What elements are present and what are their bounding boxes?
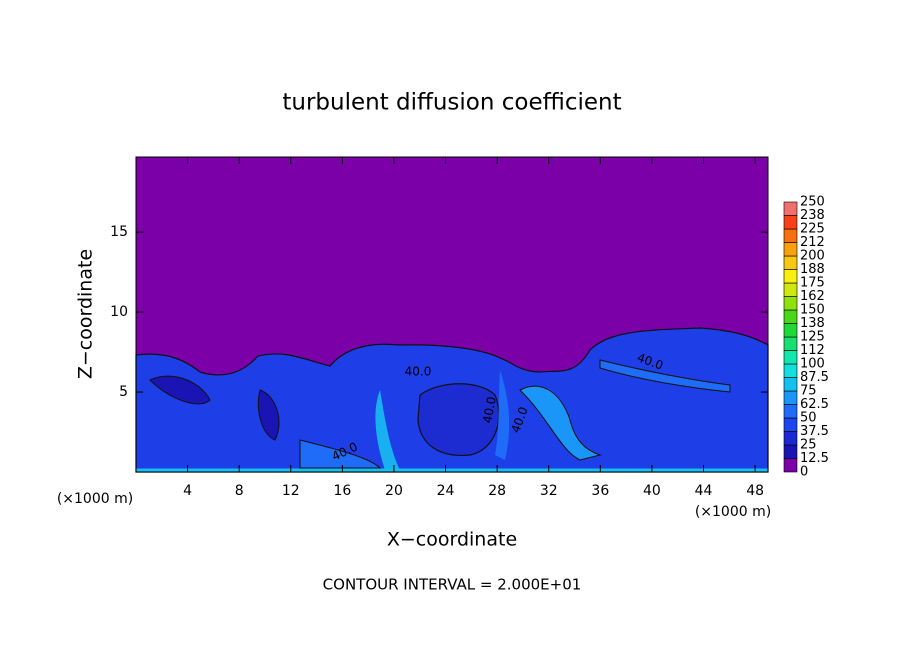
colorbar-swatch <box>783 215 798 230</box>
x-tick-label: 36 <box>591 483 609 499</box>
x-unit-label: (×1000 m) <box>695 504 771 520</box>
colorbar-label: 75 <box>800 384 817 399</box>
colorbar-swatch <box>783 350 798 365</box>
footer-note: CONTOUR INTERVAL = 2.000E+01 <box>323 576 582 594</box>
x-tick-label: 48 <box>746 483 764 499</box>
x-tick-label: 24 <box>437 483 455 499</box>
x-tick-label: 40 <box>643 483 661 499</box>
colorbar-swatch <box>783 390 798 405</box>
x-tick-label: 4 <box>183 483 192 499</box>
y-tick-label: 15 <box>110 224 128 240</box>
field-region <box>495 370 510 460</box>
field-region <box>257 389 280 441</box>
colorbar-label: 200 <box>800 249 825 264</box>
colorbar-label: 162 <box>800 289 825 304</box>
colorbar-label: 138 <box>800 316 825 331</box>
colorbar-swatch <box>783 242 798 257</box>
colorbar-swatch <box>783 282 798 297</box>
colorbar-swatch <box>783 296 798 311</box>
x-tick-label: 16 <box>333 483 351 499</box>
x-axis-label: X−coordinate <box>387 529 517 551</box>
colorbar-label: 37.5 <box>800 424 829 439</box>
plot-frame <box>135 156 769 473</box>
field-region <box>599 359 731 393</box>
field-region <box>299 439 382 469</box>
colorbar-swatch <box>783 363 798 378</box>
x-tick-label: 28 <box>488 483 506 499</box>
y-tick-label: 5 <box>119 384 128 400</box>
colorbar-label: 188 <box>800 262 825 277</box>
colorbar-swatch <box>783 309 798 324</box>
colorbar-swatch <box>783 255 798 270</box>
colorbar-label: 150 <box>800 303 825 318</box>
colorbar-label: 0 <box>800 465 808 480</box>
x-tick-label: 44 <box>695 483 713 499</box>
colorbar-label: 238 <box>800 208 825 223</box>
colorbar-swatch <box>783 201 798 216</box>
y-axis-label: Z−coordinate <box>75 249 97 379</box>
field-region <box>149 375 211 405</box>
colorbar-label: 175 <box>800 276 825 291</box>
colorbar-label: 212 <box>800 235 825 250</box>
x-tick-label: 32 <box>540 483 558 499</box>
colorbar-swatch <box>783 458 798 473</box>
colorbar-swatch <box>783 377 798 392</box>
chart-title: turbulent diffusion coefficient <box>282 90 621 116</box>
colorbar-label: 12.5 <box>800 451 829 466</box>
colorbar-label: 50 <box>800 411 817 426</box>
field-region <box>417 383 500 457</box>
colorbar-swatch <box>783 269 798 284</box>
contour-label: 40.0 <box>480 396 498 425</box>
colorbar-swatch <box>783 444 798 459</box>
x-tick-label: 12 <box>282 483 300 499</box>
colorbar-label: 125 <box>800 330 825 345</box>
field-region <box>375 390 400 470</box>
x-unit-label: (×1000 m) <box>57 491 133 507</box>
contour-label: 40.0 <box>405 365 432 379</box>
colorbar-label: 87.5 <box>800 370 829 385</box>
colorbar-label: 112 <box>800 343 825 358</box>
colorbar-swatch <box>783 404 798 419</box>
colorbar-swatch <box>783 417 798 432</box>
x-tick-label: 20 <box>385 483 403 499</box>
colorbar-label: 100 <box>800 357 825 372</box>
colorbar-swatch <box>783 323 798 338</box>
colorbar-label: 225 <box>800 222 825 237</box>
field-region <box>519 385 602 461</box>
x-tick-label: 8 <box>235 483 244 499</box>
colorbar-swatch <box>783 336 798 351</box>
colorbar-label: 25 <box>800 438 817 453</box>
colorbar-swatch <box>783 431 798 446</box>
colorbar-label: 250 <box>800 195 825 210</box>
y-tick-label: 10 <box>110 304 128 320</box>
colorbar-label: 62.5 <box>800 397 829 412</box>
field <box>135 157 769 473</box>
colorbar-swatch <box>783 228 798 243</box>
